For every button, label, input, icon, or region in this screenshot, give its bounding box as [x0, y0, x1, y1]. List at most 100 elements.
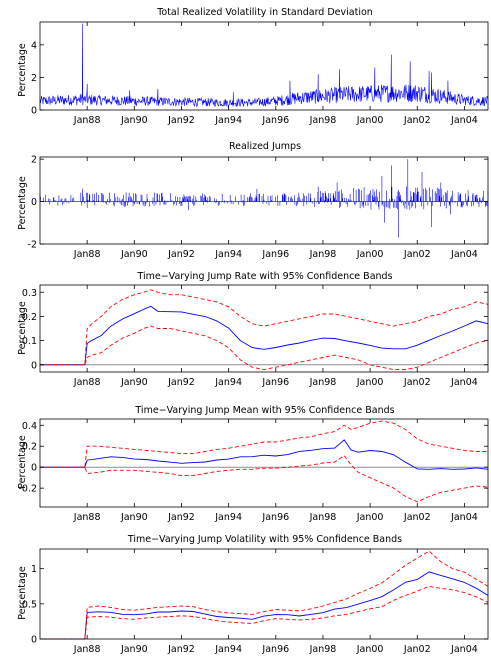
x-tick-label: Jan94	[214, 377, 242, 388]
x-tick-label: Jan02	[403, 249, 431, 260]
axes-frame	[39, 156, 489, 245]
x-tick-label: Jan96	[261, 644, 289, 655]
y-axis-label: Percentage	[17, 43, 28, 97]
x-tick-label: Jan02	[403, 377, 431, 388]
y-tick-label: -0.2	[18, 484, 37, 495]
y-tick-label: 0.4	[22, 421, 37, 432]
plot-area	[40, 420, 489, 503]
x-tick-label: Jan96	[261, 512, 289, 523]
x-tick-label: Jan94	[214, 249, 242, 260]
y-tick-label: 4	[31, 40, 37, 51]
x-tick-label: Jan04	[450, 512, 478, 523]
x-tick-label: Jan98	[309, 249, 337, 260]
axes-frame	[39, 284, 489, 373]
x-tick-label: Jan96	[261, 115, 289, 126]
plot-area	[40, 550, 489, 640]
panel-total-realized-volatility: Total Realized Volatility in Standard De…	[17, 7, 489, 126]
ticks-layer: Jan88 Jan90 Jan92 Jan94 Jan96 Jan98 Jan00 Jan02…	[28, 155, 488, 260]
axes-frame	[39, 418, 489, 508]
x-tick-label: Jan92	[167, 249, 195, 260]
axes-frame	[39, 21, 489, 111]
x-tick-label: Jan02	[403, 644, 431, 655]
y-tick-label: 0.2	[22, 442, 37, 453]
x-tick-label: Jan96	[261, 249, 289, 260]
panel-realized-jumps: Realized Jumps Percentage Jan88 Jan90 Jan9…	[17, 141, 489, 260]
x-tick-label: Jan98	[309, 377, 337, 388]
x-tick-label: Jan88	[73, 512, 101, 523]
panel-title: Time−Varying Jump Mean with 95% Confiden…	[134, 405, 394, 416]
x-tick-label: Jan98	[309, 644, 337, 655]
panel-title: Time−Varying Jump Volatility with 95% Co…	[127, 534, 402, 545]
series-estimate	[40, 571, 489, 640]
panel-jump-rate: Time−Varying Jump Rate with 95% Confiden…	[17, 271, 489, 388]
series-line	[39, 23, 489, 108]
x-tick-label: Jan88	[73, 249, 101, 260]
ticks-layer: Jan88 Jan90 Jan92 Jan94 Jan96 Jan98 Jan00 Jan02…	[22, 285, 488, 388]
ticks-layer: Jan88 Jan90 Jan92 Jan94 Jan96 Jan98 Jan00 Jan02…	[22, 549, 488, 655]
panel-jump-mean: Time−Varying Jump Mean with 95% Confiden…	[17, 405, 489, 523]
x-tick-label: Jan90	[120, 377, 148, 388]
y-tick-label: 0.2	[22, 312, 37, 323]
y-tick-label: 0.5	[22, 599, 37, 610]
series-lower	[40, 585, 489, 640]
y-axis-label: Percentage	[17, 435, 28, 489]
x-tick-label: Jan94	[214, 644, 242, 655]
x-tick-label: Jan88	[73, 644, 101, 655]
y-axis-label: Percentage	[17, 566, 28, 620]
y-tick-label: 1	[31, 564, 37, 575]
x-tick-label: Jan98	[309, 115, 337, 126]
x-tick-label: Jan92	[167, 377, 195, 388]
x-tick-label: Jan00	[356, 512, 384, 523]
series-upper	[40, 420, 488, 468]
series-upper	[40, 289, 489, 366]
x-tick-label: Jan90	[120, 115, 148, 126]
y-tick-label: 0.1	[22, 336, 37, 347]
x-tick-label: Jan92	[167, 512, 195, 523]
x-tick-label: Jan04	[450, 115, 478, 126]
y-tick-label: 2	[31, 73, 37, 84]
x-tick-label: Jan04	[450, 644, 478, 655]
x-tick-label: Jan88	[73, 115, 101, 126]
series-lower	[40, 325, 489, 371]
x-tick-label: Jan00	[356, 115, 384, 126]
x-tick-label: Jan88	[73, 377, 101, 388]
panel-title: Time−Varying Jump Rate with 95% Confiden…	[136, 271, 392, 282]
x-tick-label: Jan92	[167, 115, 195, 126]
plot-area	[39, 159, 489, 238]
x-tick-label: Jan94	[214, 512, 242, 523]
x-tick-label: Jan00	[356, 377, 384, 388]
y-tick-label: 2	[31, 155, 37, 166]
y-tick-label: 0	[31, 197, 37, 208]
x-tick-label: Jan98	[309, 512, 337, 523]
series-estimate	[40, 305, 489, 366]
x-tick-label: Jan04	[450, 249, 478, 260]
x-tick-label: Jan02	[403, 115, 431, 126]
y-axis-label: Percentage	[17, 176, 28, 230]
x-tick-label: Jan90	[120, 512, 148, 523]
x-tick-label: Jan02	[403, 512, 431, 523]
series-lower	[40, 455, 489, 503]
plot-area	[40, 289, 489, 371]
x-tick-label: Jan90	[120, 249, 148, 260]
x-tick-label: Jan04	[450, 377, 478, 388]
y-tick-label: 0.3	[22, 288, 37, 299]
ticks-layer: Jan88 Jan90 Jan92 Jan94 Jan96 Jan98 Jan00 Jan02…	[18, 419, 488, 523]
x-tick-label: Jan90	[120, 644, 148, 655]
y-tick-label: 0	[31, 106, 37, 117]
series-line	[39, 159, 489, 238]
ticks-layer: Jan88 Jan90 Jan92 Jan94 Jan96 Jan98 Jan00 Jan02…	[31, 22, 488, 126]
x-tick-label: Jan92	[167, 644, 195, 655]
panel-title: Total Realized Volatility in Standard De…	[156, 7, 373, 18]
axes-frame	[39, 548, 489, 640]
y-tick-label: 0	[31, 463, 37, 474]
panel-jump-volatility: Time−Varying Jump Volatility with 95% Co…	[17, 534, 489, 655]
y-tick-label: -2	[28, 240, 37, 251]
y-tick-label: 0	[31, 635, 37, 646]
series-estimate	[40, 439, 489, 470]
x-tick-label: Jan94	[214, 115, 242, 126]
y-axis-label: Percentage	[17, 301, 28, 355]
panel-title: Realized Jumps	[229, 141, 301, 152]
x-tick-label: Jan96	[261, 377, 289, 388]
x-tick-label: Jan00	[356, 644, 384, 655]
